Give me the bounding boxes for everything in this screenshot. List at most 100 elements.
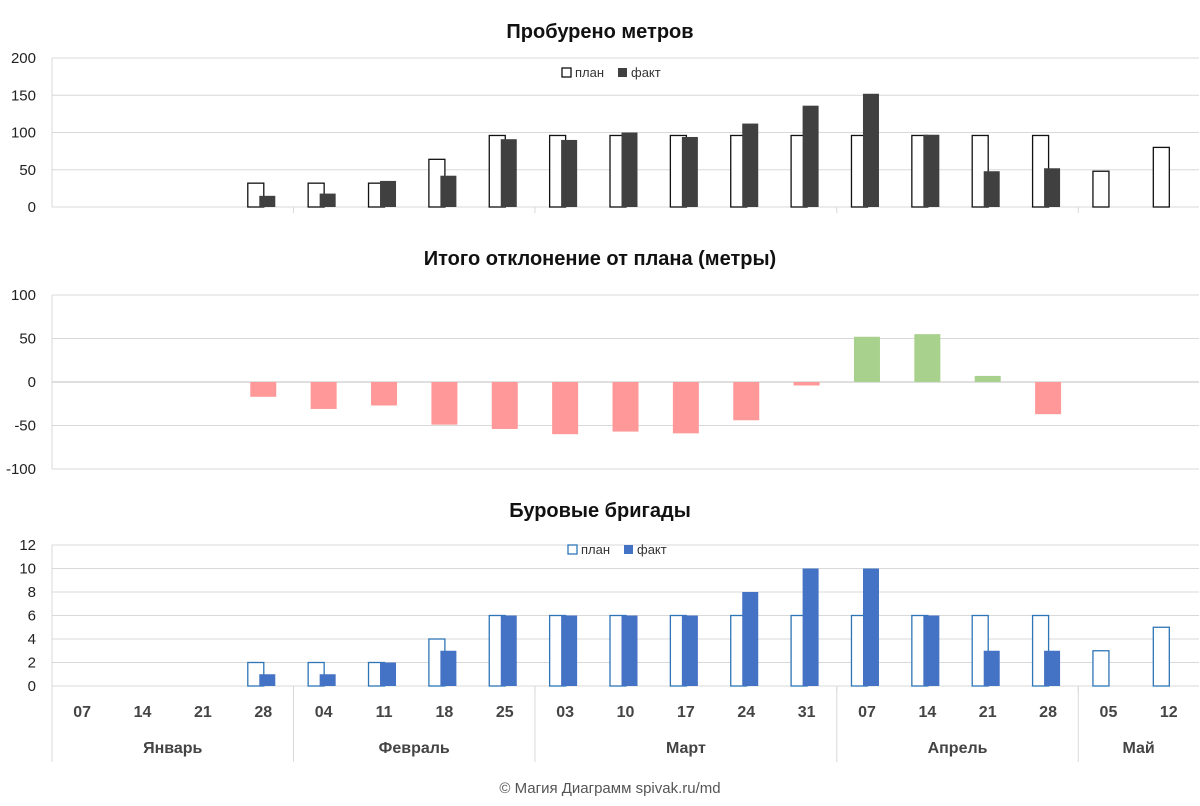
month-label: Май — [1122, 740, 1154, 757]
x-tick-label: 12 — [1160, 704, 1178, 721]
x-tick-label: 10 — [617, 704, 635, 721]
legend-plan-swatch — [561, 67, 572, 78]
x-tick-label: 25 — [496, 704, 514, 721]
x-tick-label: 28 — [1039, 704, 1057, 721]
legend-fact-swatch — [618, 68, 627, 77]
x-tick-label: 21 — [194, 704, 212, 721]
deviation-bar — [431, 382, 458, 425]
x-tick-label: 14 — [918, 704, 936, 721]
deviation-bar — [853, 336, 880, 382]
y-tick-label: 2 — [28, 655, 36, 672]
fact-bar — [621, 132, 638, 207]
fact-bar — [802, 105, 819, 207]
deviation-bar — [552, 382, 579, 435]
fact-bar — [259, 674, 276, 686]
y-tick-label: 6 — [28, 608, 36, 625]
fact-bar — [440, 175, 457, 207]
deviation-bar — [1035, 382, 1062, 415]
x-tick-label: 24 — [737, 704, 755, 721]
deviation-bar — [310, 382, 337, 409]
month-label: Март — [666, 740, 706, 757]
chart-title-2: Буровые бригады — [509, 500, 691, 522]
y-tick-label: 4 — [28, 631, 36, 648]
x-tick-label: 14 — [134, 704, 152, 721]
y-tick-label: -100 — [6, 461, 36, 478]
x-tick-label: 03 — [556, 704, 574, 721]
y-tick-label: -50 — [14, 418, 36, 435]
fact-bar — [923, 615, 940, 686]
fact-bar — [983, 650, 1000, 686]
fact-bar — [440, 650, 457, 686]
y-tick-label: 100 — [11, 287, 36, 304]
x-tick-label: 18 — [435, 704, 453, 721]
x-tick-label: 11 — [376, 704, 393, 721]
legend-fact-label: факт — [631, 65, 661, 80]
month-label: Февраль — [379, 740, 450, 757]
y-tick-label: 200 — [11, 50, 36, 67]
fact-bar — [1044, 168, 1061, 207]
fact-bar — [983, 171, 1000, 207]
fact-bar — [561, 139, 578, 207]
legend-fact-swatch — [624, 545, 633, 554]
plan-bar — [1092, 170, 1110, 208]
y-tick-label: 150 — [11, 87, 36, 104]
x-tick-label: 21 — [979, 704, 997, 721]
legend-fact-label: факт — [637, 542, 667, 557]
deviation-bar — [914, 334, 941, 382]
fact-bar — [923, 134, 940, 207]
plan-bar — [1152, 626, 1170, 687]
deviation-bar — [491, 382, 518, 429]
deviation-bar — [371, 382, 398, 406]
x-tick-label: 07 — [73, 704, 91, 721]
x-tick-label: 05 — [1100, 704, 1118, 721]
fact-bar — [319, 193, 336, 207]
y-tick-label: 50 — [19, 162, 36, 179]
fact-bar — [259, 195, 276, 207]
fact-bar — [500, 615, 517, 686]
deviation-bar — [974, 375, 1001, 382]
month-label: Апрель — [928, 740, 988, 757]
plan-bar — [1092, 650, 1110, 687]
legend-plan-label: план — [575, 65, 604, 80]
x-tick-label: 31 — [798, 704, 816, 721]
fact-bar — [802, 568, 819, 686]
x-tick-label: 28 — [254, 704, 272, 721]
fact-bar — [742, 123, 759, 207]
x-tick-label: 07 — [858, 704, 876, 721]
y-tick-label: 0 — [28, 374, 36, 391]
fact-bar — [681, 136, 698, 207]
deviation-bar — [793, 382, 820, 386]
y-tick-label: 50 — [19, 331, 36, 348]
fact-bar — [621, 615, 638, 686]
fact-bar — [500, 139, 517, 207]
month-label: Январь — [143, 740, 202, 757]
x-tick-label: 17 — [677, 704, 695, 721]
fact-bar — [862, 93, 879, 207]
y-tick-label: 10 — [19, 561, 36, 578]
fact-bar — [561, 615, 578, 686]
fact-bar — [742, 592, 759, 686]
y-tick-label: 8 — [28, 584, 36, 601]
legend-plan-swatch — [567, 544, 578, 555]
plan-bar — [1152, 146, 1170, 208]
deviation-bar — [672, 382, 699, 434]
fact-bar — [319, 674, 336, 686]
deviation-bar — [733, 382, 760, 421]
fact-bar — [380, 180, 397, 207]
y-tick-label: 0 — [28, 199, 36, 216]
y-tick-label: 12 — [19, 537, 36, 554]
y-tick-label: 100 — [11, 125, 36, 142]
chart-title-0: Пробурено метров — [506, 21, 693, 43]
legend-plan-label: план — [581, 542, 610, 557]
deviation-bar — [612, 382, 639, 432]
fact-bar — [862, 568, 879, 686]
y-tick-label: 0 — [28, 678, 36, 695]
copyright-text: © Магия Диаграмм spivak.ru/md — [499, 780, 720, 797]
fact-bar — [681, 615, 698, 686]
x-tick-label: 04 — [315, 704, 333, 721]
fact-bar — [1044, 650, 1061, 686]
chart-title-1: Итого отклонение от плана (метры) — [424, 248, 776, 270]
deviation-bar — [250, 382, 277, 397]
